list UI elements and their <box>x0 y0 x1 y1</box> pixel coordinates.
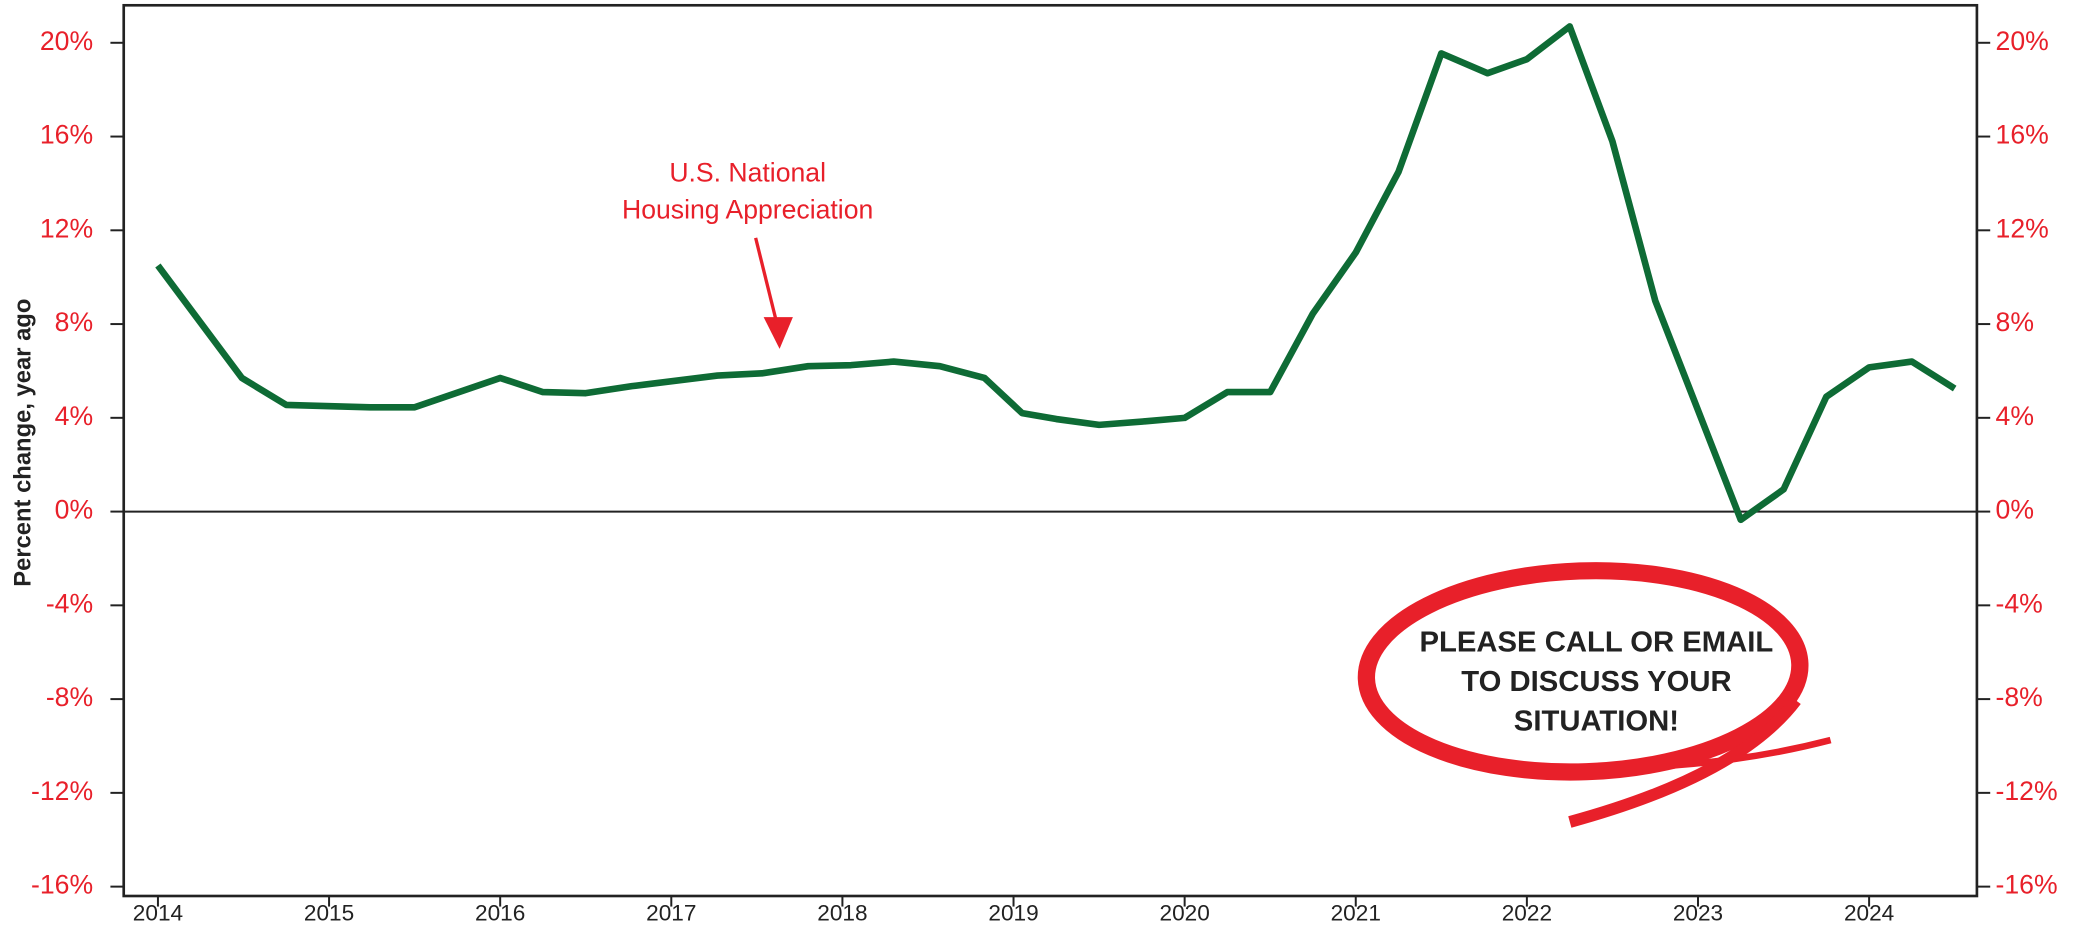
annotation: U.S. National <box>669 157 826 187</box>
y2-tick-label: 0% <box>1996 495 2034 525</box>
y-tick-label: -12% <box>31 776 93 806</box>
chart: Percent change, year ago U.S. National H… <box>0 0 2086 933</box>
y-tick-label: 8% <box>55 307 93 337</box>
callout-text: TO DISCUSS YOUR <box>1461 666 1731 698</box>
y2-tick-label: -12% <box>1996 776 2058 806</box>
y2-tick-label: -4% <box>1996 588 2043 618</box>
y-tick-label: 0% <box>55 495 93 525</box>
x-tick-label: 2018 <box>817 900 867 925</box>
y-tick-label: 16% <box>40 120 93 150</box>
y-axis-title: Percent change, year ago <box>9 299 36 587</box>
x-tick-label: 2017 <box>646 900 696 925</box>
y2-tick-label: 16% <box>1996 120 2049 150</box>
arrow-head <box>764 317 793 349</box>
y-tick-label: 4% <box>55 401 93 431</box>
x-tick-label: 2024 <box>1844 900 1894 925</box>
x-tick-label: 2016 <box>475 900 525 925</box>
x-tick-label: 2020 <box>1159 900 1209 925</box>
y-tick-label: -8% <box>46 682 93 712</box>
x-tick-label: 2015 <box>304 900 354 925</box>
y2-tick-label: -16% <box>1996 870 2058 900</box>
y2-tick-label: 20% <box>1996 26 2049 56</box>
x-tick-label: 2019 <box>988 900 1038 925</box>
x-tick-label: 2022 <box>1502 900 1552 925</box>
callout: PLEASE CALL OR EMAIL TO DISCUSS YOUR SIT… <box>1363 563 1831 822</box>
x-tick-label: 2021 <box>1331 900 1381 925</box>
y2-tick-label: 12% <box>1996 213 2049 243</box>
y-tick-label: 12% <box>40 213 93 243</box>
series-line <box>158 26 1955 519</box>
x-tick-label: 2023 <box>1673 900 1723 925</box>
y-tick-label: -16% <box>31 870 93 900</box>
y2-tick-label: 8% <box>1996 307 2034 337</box>
annotation-arrow <box>756 238 777 324</box>
page: {"chart_data":{"type":"line", "y_label":… <box>0 0 2086 933</box>
y-tick-label: -4% <box>46 588 93 618</box>
y2-tick-label: 4% <box>1996 401 2034 431</box>
annotation: Housing Appreciation <box>622 195 873 225</box>
callout-text: PLEASE CALL OR EMAIL <box>1420 626 1774 658</box>
y-tick-label: 20% <box>40 26 93 56</box>
x-tick-label: 2014 <box>133 900 183 925</box>
y2-tick-label: -8% <box>1996 682 2043 712</box>
callout-text: SITUATION! <box>1514 706 1679 738</box>
